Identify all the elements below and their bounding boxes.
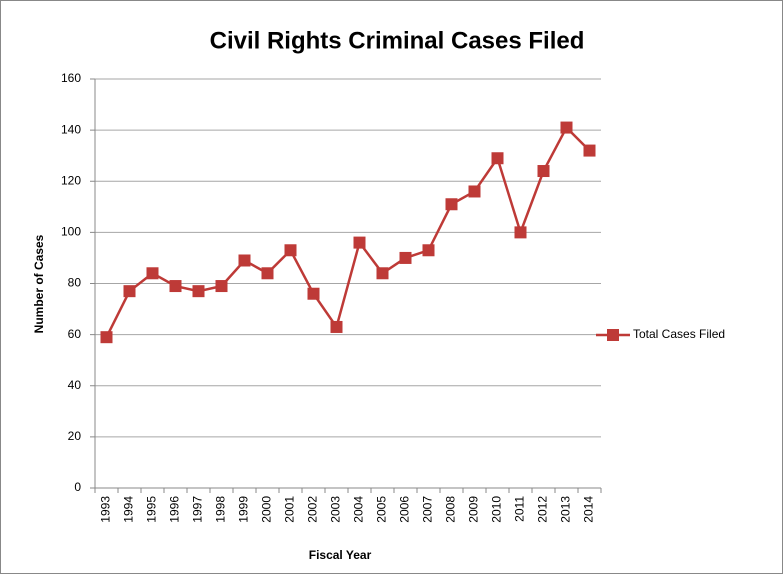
y-tick-label: 80: [68, 276, 82, 290]
x-tick-label: 1993: [99, 496, 113, 523]
data-marker: [123, 285, 136, 298]
y-tick-label: 140: [61, 122, 81, 136]
x-axis-label: Fiscal Year: [309, 548, 372, 562]
x-tick-label: 2014: [582, 496, 596, 523]
x-tick-label: 1997: [191, 496, 205, 523]
legend-label: Total Cases Filed: [633, 327, 725, 341]
y-tick-label: 0: [74, 480, 81, 494]
data-marker: [261, 267, 274, 280]
data-marker: [284, 244, 297, 257]
y-tick-label: 20: [68, 429, 82, 443]
data-marker: [583, 144, 596, 157]
data-marker: [491, 152, 504, 165]
x-tick-label: 1996: [168, 496, 182, 523]
legend-marker: [607, 329, 619, 341]
data-marker: [468, 185, 481, 198]
x-tick-label: 2002: [306, 496, 320, 523]
x-tick-label: 2005: [375, 496, 389, 523]
data-marker: [376, 267, 389, 280]
x-tick-label: 2012: [536, 496, 550, 523]
data-marker: [169, 280, 182, 293]
data-marker: [146, 267, 159, 280]
y-axis-label: Number of Cases: [32, 234, 46, 333]
data-marker: [215, 280, 228, 293]
x-tick-label: 2004: [352, 496, 366, 523]
x-tick-label: 2010: [490, 496, 504, 523]
x-tick-label: 2011: [513, 496, 527, 522]
data-marker: [307, 287, 320, 300]
x-tick-label: 2000: [260, 496, 274, 523]
data-marker: [514, 226, 527, 239]
y-tick-label: 120: [61, 173, 81, 187]
data-marker: [422, 244, 435, 257]
x-tick-label: 2009: [467, 496, 481, 523]
y-tick-label: 40: [68, 378, 82, 392]
data-marker: [238, 254, 251, 267]
data-marker: [192, 285, 205, 298]
data-marker: [330, 320, 343, 333]
x-tick-label: 2001: [283, 496, 297, 523]
x-tick-label: 2007: [421, 496, 435, 523]
x-tick-label: 1995: [145, 496, 159, 523]
data-marker: [399, 251, 412, 264]
x-tick-label: 2013: [559, 496, 573, 523]
x-tick-label: 1994: [122, 496, 136, 523]
data-marker: [537, 165, 550, 178]
x-tick-label: 2008: [444, 496, 458, 523]
data-marker: [445, 198, 458, 211]
data-marker: [560, 121, 573, 134]
x-tick-label: 2003: [329, 496, 343, 523]
y-tick-label: 60: [68, 327, 82, 341]
x-tick-label: 1999: [237, 496, 251, 523]
data-marker: [353, 236, 366, 249]
x-tick-label: 2006: [398, 496, 412, 523]
y-tick-label: 160: [61, 71, 81, 85]
data-line: [105, 125, 591, 338]
y-tick-label: 100: [61, 225, 81, 239]
data-marker: [100, 331, 113, 344]
chart-title: Civil Rights Criminal Cases Filed: [210, 27, 585, 54]
x-tick-label: 1998: [214, 496, 228, 523]
